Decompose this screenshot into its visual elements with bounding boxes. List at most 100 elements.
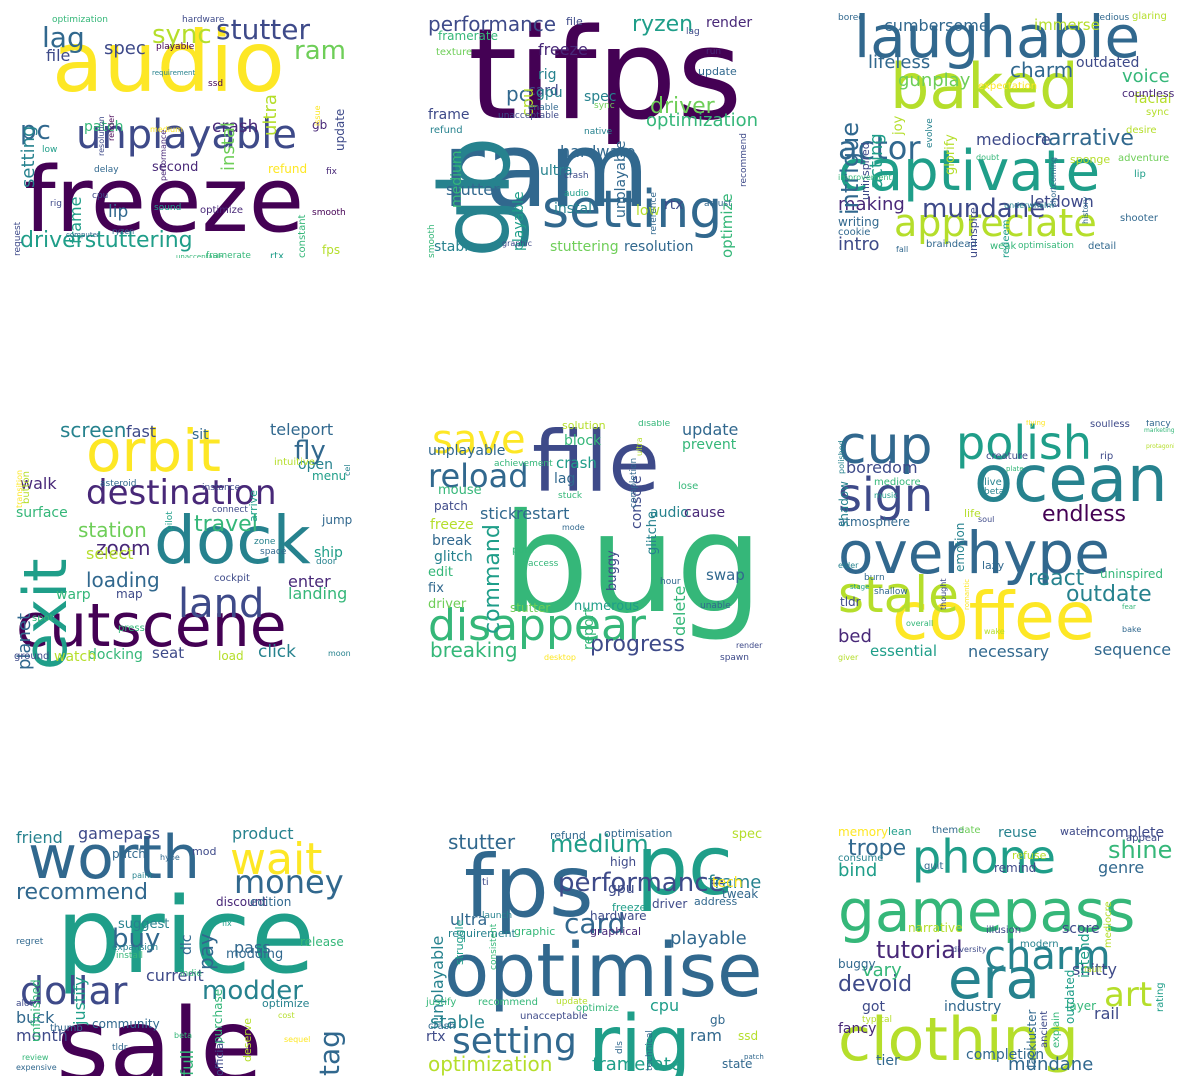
cloud-word: lose <box>678 481 699 492</box>
cloud-word: update <box>556 997 588 1007</box>
cloud-word: break <box>432 533 472 549</box>
cloud-word: outdate <box>1066 582 1152 607</box>
cloud-word: atmosphere <box>838 515 910 529</box>
cloud-word: redeem <box>1001 219 1012 258</box>
cloud-word: freeze <box>430 517 474 533</box>
cloud-word: rtx <box>664 197 684 213</box>
cloud-word: pay <box>194 933 218 970</box>
cloud-word: rating <box>1155 982 1166 1012</box>
cloud-word: dock <box>154 502 311 579</box>
cloud-word: unable <box>700 601 731 611</box>
cloud-word: report <box>581 607 597 651</box>
cloud-word: sign <box>838 468 934 522</box>
cloud-word: desire <box>1126 125 1157 136</box>
cloud-word: coffee <box>892 578 1096 655</box>
cloud-word: mediocre <box>976 130 1051 149</box>
cloud-word: shitty <box>1072 960 1117 979</box>
cloud-word: era <box>948 947 1040 1012</box>
cloud-word: expectation <box>978 81 1038 92</box>
cloud-word: restart <box>516 504 570 523</box>
cloud-word: necessary <box>968 642 1050 661</box>
cloud-word: delete <box>670 585 689 636</box>
cloud-word: boredom <box>846 458 918 477</box>
cloud-word: devoid <box>838 972 913 997</box>
cloud-word: layer <box>1066 999 1097 1013</box>
cloud-word: official <box>213 1039 226 1076</box>
cloud-word: industry <box>944 999 1002 1015</box>
cloud-word: instal <box>554 201 593 217</box>
word-cloud-laughable-baked: laughable baked captivate appreciate actor na… <box>834 8 1174 258</box>
cloud-word: graphic <box>514 925 556 938</box>
word-cloud-orbit-cutscene: cutscene orbit dock exit destination land load… <box>12 420 352 670</box>
cloud-word: fast <box>126 422 157 441</box>
cloud-word: narrative <box>908 921 963 935</box>
cloud-word: sync <box>594 101 615 111</box>
cloud-word: making <box>838 194 905 215</box>
cloud-word: solution <box>562 420 606 432</box>
cloud-word: ultra <box>635 437 644 456</box>
cloud-word: immerse <box>1034 16 1100 34</box>
cloud-word: adventure <box>1118 153 1170 164</box>
cloud-word: optimization <box>428 1052 553 1076</box>
cloud-word: glitch <box>434 549 473 565</box>
cloud-word: optimize <box>262 997 310 1010</box>
cloud-word: ocean <box>974 443 1168 517</box>
cloud-word: computer <box>66 231 100 239</box>
cloud-word: tedious <box>1096 13 1130 23</box>
cloud-word: paint <box>132 871 153 880</box>
cloud-word: ryzen <box>112 227 135 236</box>
cloud-word: patch <box>112 847 146 861</box>
cloud-word: refund <box>430 125 463 136</box>
cloud-word: land <box>178 581 265 627</box>
cloud-word: gunplay <box>898 70 971 91</box>
cloud-word: beta <box>984 487 1005 497</box>
cloud-word: lackluster <box>1025 1009 1039 1068</box>
cloud-word: constant <box>297 214 308 258</box>
cloud-word: release <box>300 935 344 949</box>
cloud-word: block <box>564 433 602 449</box>
cloud-word: score <box>1062 921 1100 937</box>
cloud-word: trope <box>848 836 907 861</box>
cloud-word: mundane <box>1008 1054 1094 1075</box>
cloud-word: cpu <box>92 191 109 201</box>
cloud-word: romantic <box>963 578 971 610</box>
cloud-word: weak <box>990 241 1017 252</box>
cloud-word: edit <box>428 565 453 580</box>
cloud-word: ultra <box>450 910 488 929</box>
cloud-word: fancy <box>838 1021 877 1037</box>
cloud-word: spec <box>104 38 146 59</box>
cloud-word: cookie <box>838 227 871 238</box>
cloud-word: audio <box>564 189 589 199</box>
cloud-word: crash <box>564 171 589 181</box>
cloud-word: buggy <box>838 957 876 971</box>
cloud-word: edition <box>250 895 292 909</box>
cloud-word: uninspire <box>967 207 980 258</box>
cloud-word: recommend <box>739 132 749 187</box>
cloud-word: space <box>260 547 287 557</box>
cloud-word: optimisation <box>604 827 673 840</box>
cloud-word: sit <box>192 427 209 443</box>
cloud-word: spec <box>584 89 617 105</box>
cloud-word: detail <box>1088 241 1117 252</box>
cloud-word: watch <box>54 649 97 665</box>
cloud-word: unacceptable <box>520 1011 588 1022</box>
cloud-word: resolution <box>624 239 694 255</box>
cloud-word: fancy <box>1146 420 1171 429</box>
cloud-word: unacceptable <box>176 253 224 259</box>
cloud-word: dollar <box>20 969 128 1013</box>
cloud-word: soul <box>978 515 995 524</box>
cloud-word: sale <box>56 987 263 1077</box>
cloud-word: bed <box>838 626 872 647</box>
cloud-word: essential <box>870 642 938 660</box>
cloud-word: gpu <box>608 881 635 897</box>
cloud-word: stutter <box>510 601 551 615</box>
cloud-word: mode <box>562 523 585 532</box>
cloud-word: fix <box>428 581 444 596</box>
cloud-word: alive <box>978 477 1002 488</box>
cloud-word: driver <box>428 597 467 612</box>
word-cloud-bug-file: bug file disappear reload save progress breaki… <box>424 420 764 670</box>
cloud-word: ssd <box>208 79 224 89</box>
cloud-word: update <box>682 420 739 439</box>
cloud-word: phone <box>912 830 1056 884</box>
cloud-word: install <box>116 951 143 961</box>
